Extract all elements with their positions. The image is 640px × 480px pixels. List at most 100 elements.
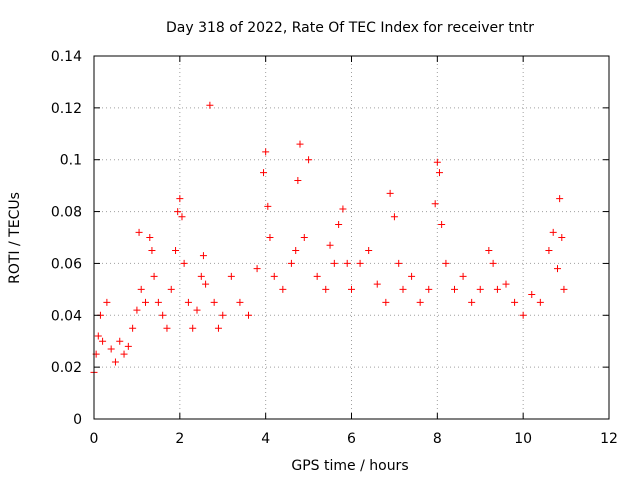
data-point [373, 280, 381, 288]
data-point [485, 246, 493, 254]
data-point [159, 311, 167, 319]
data-point [180, 259, 188, 267]
data-point [335, 221, 343, 229]
x-tick-label: 2 [175, 431, 184, 447]
data-point [172, 246, 180, 254]
data-point [399, 285, 407, 293]
data-point [129, 324, 137, 332]
data-point [442, 259, 450, 267]
data-point [260, 169, 268, 177]
data-point [339, 205, 347, 213]
data-point [264, 202, 272, 210]
data-point [197, 272, 205, 280]
x-tick-label: 12 [600, 431, 618, 447]
x-tick-label: 10 [514, 431, 532, 447]
y-tick-label: 0.1 [60, 153, 82, 169]
data-point [326, 241, 334, 249]
data-point [560, 285, 568, 293]
data-point [266, 234, 274, 241]
data-point [502, 280, 510, 288]
data-point [142, 298, 149, 306]
data-point [219, 311, 227, 319]
y-tick-label: 0.06 [51, 256, 82, 272]
x-axis-title: GPS time / hours [291, 458, 408, 474]
data-point [202, 280, 210, 288]
data-point [343, 259, 351, 267]
data-point [199, 252, 207, 260]
data-point [236, 298, 244, 306]
data-point [416, 298, 424, 306]
data-point [163, 324, 171, 332]
data-point [294, 176, 302, 184]
data-point [137, 285, 145, 293]
data-point [133, 306, 141, 314]
data-point [150, 272, 158, 280]
data-point [206, 101, 214, 109]
data-point [536, 298, 544, 306]
data-point [296, 140, 304, 148]
x-tick-label: 0 [90, 431, 99, 447]
data-point [148, 246, 156, 254]
data-point [468, 298, 476, 306]
y-tick-label: 0.02 [51, 360, 82, 376]
data-point [451, 285, 458, 293]
data-point [94, 332, 102, 340]
y-tick-label: 0.12 [51, 101, 82, 117]
data-point [178, 213, 186, 221]
data-point [154, 298, 162, 306]
data-point [287, 259, 295, 267]
data-point [489, 259, 497, 267]
data-point [528, 291, 536, 299]
chart-title: Day 318 of 2022, Rate Of TEC Index for r… [166, 20, 534, 36]
data-point [313, 272, 321, 280]
data-point [227, 272, 235, 280]
data-point [433, 158, 441, 166]
data-point [214, 324, 222, 332]
axis-ticks: 0 2 4 6 8 10 12 0 0.02 0.04 0.06 0.08 0.1 0.12 0.14 [51, 49, 618, 447]
data-point [184, 298, 192, 306]
data-point [124, 342, 132, 350]
data-point [395, 259, 403, 267]
data-point [408, 272, 416, 280]
y-axis-title: ROTI / TECUs [7, 192, 23, 284]
data-point [245, 311, 252, 319]
data-point [111, 358, 119, 366]
grid-lines [94, 56, 609, 419]
data-point [476, 285, 484, 293]
y-tick-label: 0.04 [51, 308, 82, 324]
data-point [459, 272, 467, 280]
data-point [330, 259, 338, 267]
data-point [558, 234, 566, 241]
data-point [549, 228, 557, 236]
data-point [103, 298, 111, 306]
data-point [174, 208, 182, 216]
data-point [99, 337, 107, 345]
data-point [107, 345, 115, 353]
data-point [438, 221, 446, 229]
data-point [253, 265, 261, 273]
data-point [167, 285, 175, 293]
data-point [554, 265, 561, 273]
data-point [189, 324, 197, 332]
data-point [305, 156, 313, 164]
data-point [270, 272, 278, 280]
x-tick-label: 8 [433, 431, 442, 447]
data-point [292, 246, 300, 254]
y-tick-label: 0.14 [51, 49, 82, 65]
data-point [511, 298, 519, 306]
data-point [262, 148, 270, 156]
data-point [519, 311, 527, 319]
data-point [135, 228, 143, 236]
data-point [382, 298, 390, 306]
data-point [386, 189, 394, 197]
data-point [365, 246, 373, 254]
data-point [300, 234, 308, 241]
data-point [356, 259, 364, 267]
data-point [322, 285, 330, 293]
data-point [176, 195, 184, 203]
data-point [120, 350, 128, 358]
data-point [493, 285, 501, 293]
data-point [146, 234, 154, 241]
data-point [431, 200, 439, 208]
